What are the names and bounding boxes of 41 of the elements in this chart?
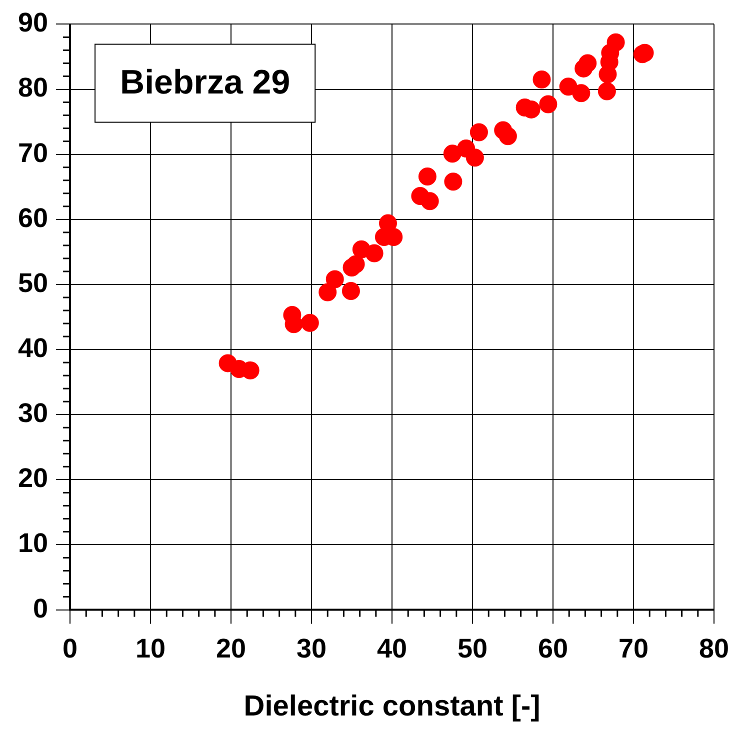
y-tick-label: 70 <box>18 138 48 168</box>
y-tick-label: 20 <box>18 463 48 494</box>
x-tick-label: 60 <box>538 633 568 664</box>
point <box>539 95 558 114</box>
x-tick-label: 0 <box>62 633 78 664</box>
point <box>606 33 625 52</box>
x-tick-label: 30 <box>296 633 327 664</box>
point <box>418 167 436 186</box>
y-tick-label: 10 <box>18 528 48 558</box>
x-tick-label: 70 <box>618 633 649 664</box>
y-tick-label: 60 <box>18 202 48 233</box>
point <box>444 172 462 191</box>
point <box>578 54 597 72</box>
point <box>532 70 551 89</box>
point <box>443 144 462 163</box>
point <box>318 283 337 302</box>
x-tick-label: 40 <box>376 633 408 664</box>
y-tick-label: 0 <box>33 593 48 624</box>
point <box>365 244 384 262</box>
point <box>326 270 344 288</box>
x-tick-label: 20 <box>216 633 246 664</box>
point <box>598 82 616 100</box>
point <box>470 123 488 142</box>
point <box>342 282 360 300</box>
x-axis-title: Dielectric constant [-] <box>244 690 540 723</box>
point <box>420 192 439 210</box>
y-tick-label: 50 <box>18 268 48 298</box>
point <box>346 255 365 274</box>
y-tick-label: 40 <box>18 332 48 363</box>
point <box>559 78 578 96</box>
point <box>466 148 484 167</box>
x-tick-label: 50 <box>457 633 488 664</box>
x-tick-label: 10 <box>136 633 166 664</box>
x-tick-label: 80 <box>698 633 730 664</box>
point <box>572 84 590 102</box>
point <box>498 127 517 146</box>
point <box>300 314 319 332</box>
y-tick-label: 80 <box>18 72 48 103</box>
y-tick-label: 30 <box>18 398 48 428</box>
text: Biebrza 29 <box>120 64 290 102</box>
y-tick-label: 90 <box>18 8 48 38</box>
